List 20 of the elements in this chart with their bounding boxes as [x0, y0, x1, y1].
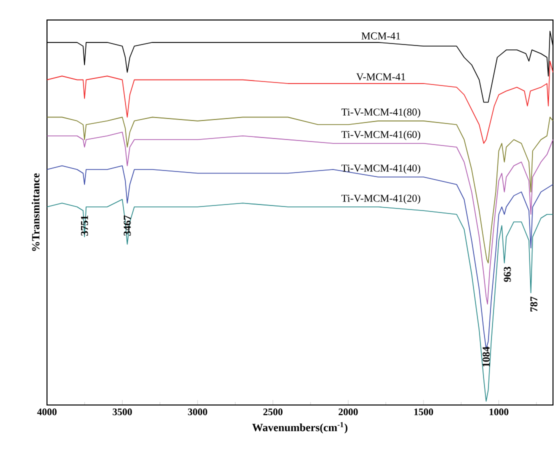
x-tick-label: 3000	[188, 408, 208, 416]
y-axis-title: %Transmittance	[32, 173, 40, 251]
series-label: Ti-V-MCM-41(20)	[341, 194, 420, 204]
series-label: Ti-V-MCM-41(60)	[341, 130, 420, 140]
annotation: 3467	[124, 215, 131, 236]
series-label: Ti-V-MCM-41(40)	[341, 164, 420, 174]
x-tick-label: 4000	[37, 408, 57, 416]
annotation: 963	[504, 266, 511, 282]
x-tick-label: 3500	[112, 408, 132, 416]
series-label: MCM-41	[361, 32, 400, 40]
x-axis-title: Wavenumbers(cm$^{-1}$)	[252, 422, 348, 434]
x-tick-label: 2000	[338, 408, 358, 416]
annotation: 3751	[80, 216, 88, 236]
series-label: Ti-V-MCM-41(80)	[341, 108, 420, 118]
x-tick-label: 1000	[490, 408, 508, 416]
x-tick-label: 1500	[414, 408, 434, 416]
annotation: 787	[530, 296, 538, 312]
series-label: V-MCM-41	[356, 73, 406, 80]
annotation: 1084	[482, 346, 490, 367]
x-tick-label: 2500	[263, 408, 282, 416]
